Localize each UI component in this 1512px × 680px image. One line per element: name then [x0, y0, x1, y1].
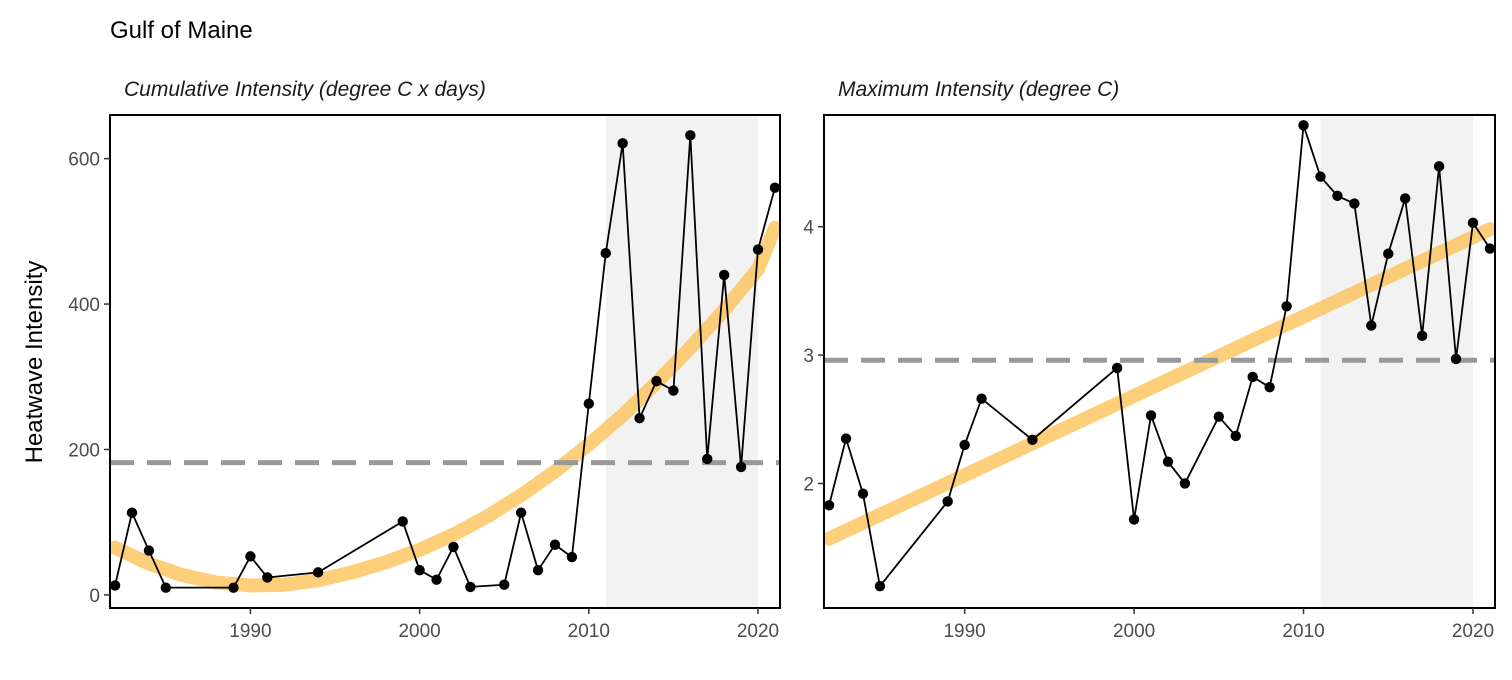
data-point	[414, 564, 425, 576]
data-point	[1383, 248, 1394, 259]
data-point	[857, 488, 869, 499]
y-tick-label: 0	[89, 586, 100, 607]
panel-border	[109, 114, 781, 609]
facet-title-cumulative: Cumulative Intensity (degree C x days)	[124, 78, 486, 101]
data-point	[312, 567, 324, 578]
data-point	[160, 582, 172, 593]
y-tick-label: 600	[68, 150, 100, 171]
x-tick-label: 2000	[1113, 621, 1155, 642]
data-point	[1128, 514, 1140, 525]
data-point	[1281, 301, 1292, 312]
x-tick-label: 2010	[1282, 621, 1324, 642]
data-point	[1264, 381, 1275, 393]
plot-area	[824, 115, 1495, 608]
data-point	[976, 393, 987, 404]
data-point	[1433, 161, 1445, 172]
data-point	[1111, 362, 1123, 374]
data-point	[634, 413, 645, 424]
data-point	[617, 138, 628, 149]
data-point	[1416, 330, 1428, 342]
data-point	[126, 507, 138, 518]
y-tick-label: 2	[803, 474, 814, 495]
data-point	[1179, 478, 1191, 489]
trend-line	[824, 222, 1495, 546]
y-tick-label: 4	[803, 218, 814, 239]
data-point	[1332, 190, 1343, 202]
data-point	[769, 182, 780, 193]
data-point	[397, 516, 408, 527]
data-point	[600, 247, 611, 259]
data-point	[262, 572, 273, 583]
chart-title: Gulf of Maine	[110, 17, 253, 44]
data-point	[735, 461, 747, 473]
data-point	[1230, 430, 1241, 442]
data-point	[824, 500, 835, 511]
data-point	[1450, 353, 1462, 365]
data-line	[828, 124, 1491, 588]
panel-maximum-intensity: Maximum Intensity (degree C) 1990 2000 201…	[803, 78, 1496, 642]
y-axis-label: Heatwave Intensity	[21, 261, 48, 464]
data-point	[840, 433, 852, 444]
plot-area	[110, 115, 780, 608]
panel-border	[823, 114, 1496, 609]
data-line	[114, 134, 776, 589]
y-tick-label: 3	[803, 346, 814, 367]
data-point	[1162, 456, 1174, 467]
data-point	[651, 375, 662, 387]
trend-line	[110, 220, 780, 593]
data-point	[685, 130, 696, 141]
data-point	[1467, 217, 1479, 229]
data-point	[228, 582, 239, 593]
data-point	[1247, 371, 1258, 383]
data-point	[515, 507, 527, 518]
data-point	[448, 541, 459, 553]
data-point	[1366, 320, 1377, 331]
data-point	[752, 244, 764, 255]
data-point	[245, 551, 256, 562]
data-point	[566, 551, 578, 563]
data-point	[1027, 434, 1038, 446]
x-tick-label: 2010	[568, 621, 610, 642]
data-point	[668, 385, 679, 396]
x-tick-label: 1990	[943, 621, 985, 642]
data-point	[465, 581, 476, 593]
data-point	[874, 580, 886, 592]
data-point	[499, 579, 510, 590]
panel-cumulative-intensity: Cumulative Intensity (degree C x days) 1…	[68, 78, 781, 642]
data-point	[1349, 198, 1360, 209]
data-point	[532, 564, 544, 576]
facet-title-maximum: Maximum Intensity (degree C)	[838, 78, 1119, 101]
data-point	[549, 539, 561, 550]
data-point	[143, 545, 155, 556]
data-point	[702, 453, 713, 465]
data-point	[718, 269, 730, 281]
data-point	[110, 580, 121, 591]
data-point	[1145, 410, 1157, 421]
data-point	[1213, 411, 1225, 422]
data-point	[1298, 120, 1309, 131]
x-tick-label: 2020	[1452, 621, 1494, 642]
data-point	[942, 496, 953, 507]
data-point	[1315, 171, 1326, 182]
y-tick-label: 200	[68, 440, 100, 461]
data-point	[1399, 193, 1411, 204]
x-tick-label: 2020	[737, 621, 779, 642]
data-point	[1484, 243, 1495, 254]
data-point	[583, 398, 595, 409]
data-point	[431, 574, 442, 585]
y-tick-label: 400	[68, 295, 100, 316]
x-tick-label: 2000	[398, 621, 440, 642]
data-point	[959, 439, 970, 451]
x-tick-label: 1990	[229, 621, 271, 642]
